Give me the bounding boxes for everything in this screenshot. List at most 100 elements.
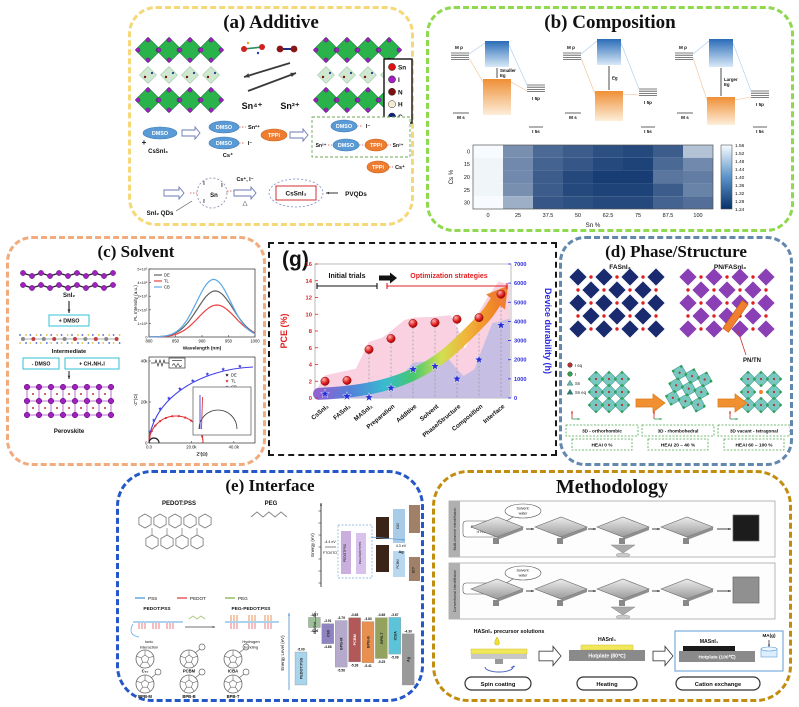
svg-text:Sn eq: Sn eq	[575, 390, 587, 395]
svg-text:40k: 40k	[141, 359, 149, 364]
fullerene	[179, 643, 206, 669]
svg-text:Spin coating: Spin coating	[481, 682, 516, 688]
svg-text:I 5s: I 5s	[532, 129, 540, 134]
svg-text:PSS: PSS	[148, 596, 157, 601]
svg-text:- DMSO: - DMSO	[32, 362, 51, 368]
svg-text:MA(g): MA(g)	[762, 633, 775, 638]
svg-text:ICBA: ICBA	[228, 669, 238, 674]
diamond-lattice	[569, 268, 665, 338]
svg-text:Wavelength (nm): Wavelength (nm)	[183, 346, 222, 352]
svg-text:0: 0	[467, 149, 470, 155]
svg-text:Sn⁴⁺: Sn⁴⁺	[242, 101, 263, 111]
svg-text:Initial trials: Initial trials	[329, 273, 366, 280]
device-energy-diagram: Energy (eV) FTO/ITO -4.4 eV PEDOT:PSS PEG-PE…	[310, 503, 420, 587]
svg-text:4×10⁵: 4×10⁵	[137, 281, 148, 285]
svg-text:62.5: 62.5	[603, 213, 614, 219]
svg-text:4.3 eV: 4.3 eV	[396, 544, 407, 548]
svg-text:PL Intensity (a.u.): PL Intensity (a.u.)	[133, 285, 138, 321]
svg-text:Intermediate: Intermediate	[52, 349, 87, 355]
crystal-phase	[587, 370, 631, 414]
svg-text:PEG-PEDOT:PSS: PEG-PEDOT:PSS	[232, 606, 272, 612]
svg-text:3D - orthorhombic: 3D - orthorhombic	[582, 429, 622, 434]
crystal-phase	[739, 370, 783, 414]
svg-text:PEDOT: PEDOT	[190, 596, 206, 601]
svg-text:1000: 1000	[250, 339, 260, 344]
svg-text:-3.67: -3.67	[311, 613, 319, 617]
svg-text:1.44: 1.44	[735, 167, 745, 173]
svg-text:Hotplate (80℃): Hotplate (80℃)	[588, 653, 626, 660]
panel-additive: (a) Additive Sn⁴⁺Sn²⁺SnINHCDMSO+CsSnI₃DM…	[128, 6, 414, 226]
svg-text:1×10⁵: 1×10⁵	[137, 322, 148, 326]
svg-text:C60: C60	[396, 523, 400, 529]
svg-text:5×10⁵: 5×10⁵	[137, 268, 148, 272]
hotplate-80	[569, 650, 645, 661]
solvent-graphic: SnI₂ + DMSO Intermediate - DMSO + CH₃NH₃I Per…	[19, 268, 260, 458]
svg-text:interaction: interaction	[140, 645, 158, 650]
svg-text:-3.68: -3.68	[351, 613, 359, 617]
svg-text:Additive: Additive	[395, 403, 419, 424]
svg-text:HEAI 60 – 100 %: HEAI 60 – 100 %	[735, 443, 773, 449]
crystal-phase	[664, 364, 713, 413]
svg-text:CsSnI₃: CsSnI₃	[285, 191, 306, 198]
svg-text:Cs⁺: Cs⁺	[395, 165, 405, 171]
svg-text:I 5s: I 5s	[756, 129, 764, 134]
svg-text:0: 0	[309, 396, 312, 402]
film-photo	[732, 514, 760, 542]
svg-text:Optimization strategies: Optimization strategies	[410, 273, 488, 280]
energy-level-chart: Energy Level (eV) -5.00 PEDOT:PSS -3.67 -4.0…	[280, 611, 415, 690]
svg-text:Energy Level (eV): Energy Level (eV)	[280, 635, 285, 671]
panel-phase-structure: (d) Phase/Structure FASnI₃ PN/FASnI₃ PN/TN…	[559, 236, 793, 466]
svg-text:Cs⁺, I⁻: Cs⁺, I⁻	[236, 177, 253, 183]
svg-text:ICBA: ICBA	[393, 631, 397, 641]
svg-text:-3.83: -3.83	[364, 617, 372, 621]
svg-text:N: N	[398, 89, 403, 96]
svg-text:37.5: 37.5	[543, 213, 554, 219]
fullerene	[135, 668, 162, 694]
durability-area	[316, 318, 510, 398]
svg-text:I 5p: I 5p	[756, 102, 764, 107]
svg-text:BPB-M: BPB-M	[340, 638, 344, 650]
svg-text:Sn²⁺: Sn²⁺	[280, 101, 299, 111]
svg-text:0.0: 0.0	[146, 445, 152, 450]
svg-text:-4.30: -4.30	[404, 629, 412, 633]
svg-text:4000: 4000	[514, 319, 526, 325]
svg-text:DMSO: DMSO	[216, 125, 232, 131]
svg-text:Solvent:: Solvent:	[517, 507, 530, 511]
svg-text:M s: M s	[681, 115, 689, 120]
svg-text:7000: 7000	[514, 262, 526, 268]
svg-text:FASnI₃: FASnI₃	[609, 264, 630, 271]
svg-text:TPPi: TPPi	[372, 165, 384, 171]
svg-text:4: 4	[309, 363, 313, 369]
svg-text:PCBM: PCBM	[353, 634, 357, 645]
svg-text:Sn: Sn	[575, 381, 581, 386]
svg-text:Cation exchange: Cation exchange	[695, 682, 742, 688]
svg-text:PEDOT:PSS: PEDOT:PSS	[162, 501, 196, 507]
svg-text:water: water	[519, 574, 529, 578]
svg-text:30: 30	[464, 201, 470, 207]
svg-text:BPB-B: BPB-B	[367, 636, 371, 648]
svg-text:3000: 3000	[514, 339, 526, 345]
svg-text:water: water	[519, 512, 529, 516]
svg-text:M p: M p	[567, 45, 575, 50]
svg-text:BPB-T: BPB-T	[380, 632, 384, 644]
svg-text:3D - rhombohedral: 3D - rhombohedral	[658, 429, 699, 434]
svg-text:-3.67: -3.67	[391, 613, 399, 617]
svg-text:-3.91: -3.91	[324, 619, 332, 623]
pedot-pss-structure	[138, 513, 212, 550]
svg-text:800: 800	[146, 339, 154, 344]
svg-text:14: 14	[306, 279, 313, 285]
phase-label: 3D - rhombohedral HEAI 20 – 40 %	[641, 424, 715, 451]
svg-text:BPB-B: BPB-B	[182, 694, 195, 699]
svg-text:1.56: 1.56	[735, 143, 745, 149]
svg-text:2: 2	[309, 379, 312, 385]
svg-text:Z'(Ω): Z'(Ω)	[196, 452, 208, 458]
svg-text:10: 10	[306, 312, 312, 318]
svg-text:Cs⁺: Cs⁺	[223, 152, 233, 159]
svg-text:950: 950	[225, 339, 233, 344]
svg-text:CB: CB	[164, 285, 170, 290]
svg-text:CsSnI₃: CsSnI₃	[310, 403, 330, 422]
svg-text:Sn: Sn	[398, 65, 406, 72]
svg-text:-4.4 eV: -4.4 eV	[324, 540, 336, 544]
